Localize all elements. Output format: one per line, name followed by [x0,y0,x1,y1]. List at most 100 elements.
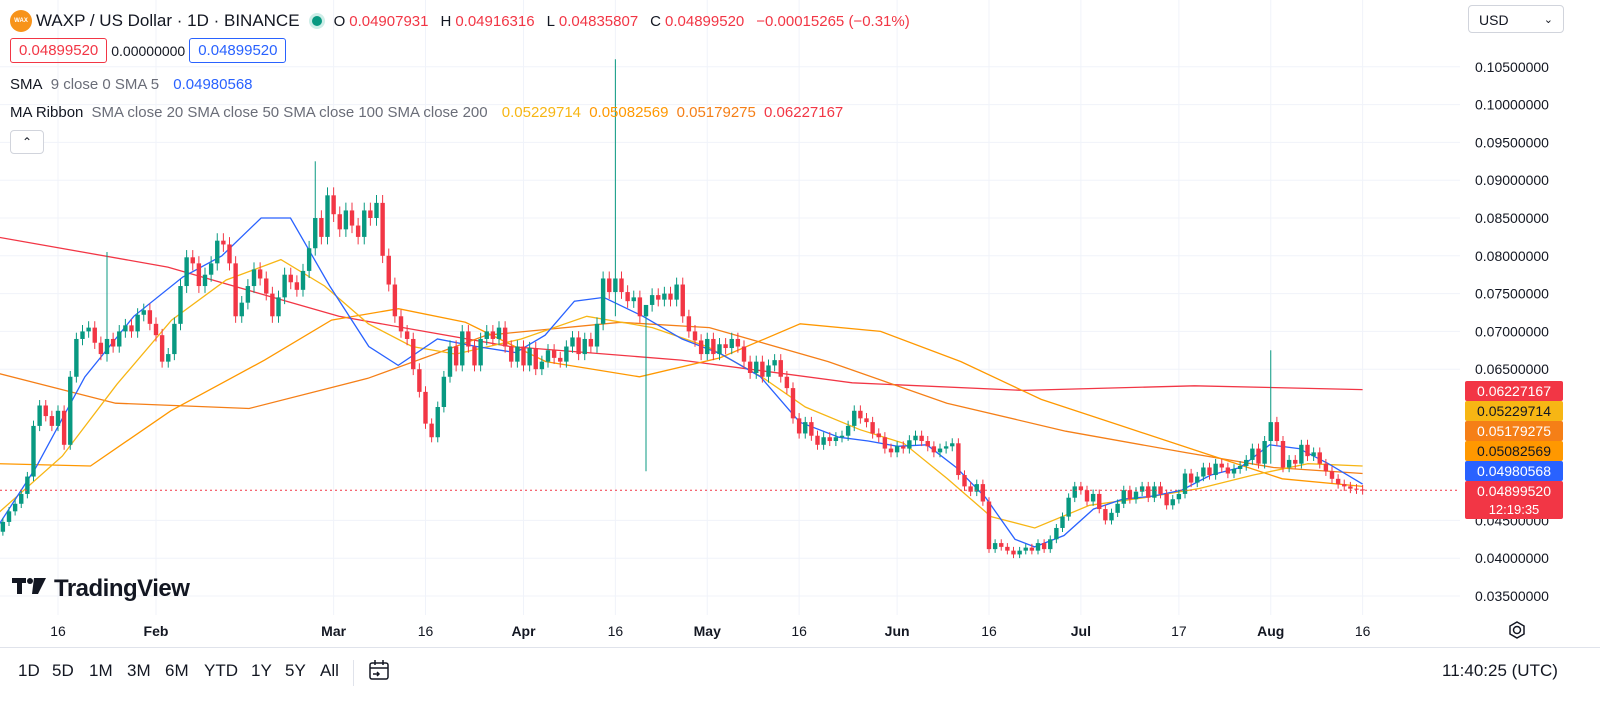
candle-body [692,331,698,341]
candle-body [1354,488,1359,490]
x-tick-label: 16 [608,623,624,639]
range-1y-button[interactable]: 1Y [251,661,272,680]
collapse-legend-button[interactable]: ⌃ [10,130,44,154]
candle-body [12,503,18,512]
candle-body [698,340,704,355]
candle-body [686,316,692,332]
candle-body [270,293,275,317]
candle-body [460,331,465,366]
candle-body [1048,539,1053,550]
candle-body [784,376,790,389]
spread-value: 0.00000000 [111,42,186,59]
candle-body [1317,452,1322,464]
y-tick-label: 0.07000000 [1475,323,1549,339]
ma-ribbon-legend[interactable]: MA Ribbon SMA close 20 SMA close 50 SMA … [10,104,847,121]
range-5y-button[interactable]: 5Y [285,661,306,680]
candle-body [1207,467,1212,476]
candle-body [858,410,863,419]
sell-price-button[interactable]: 0.04899520 [10,38,108,63]
range-ytd-button[interactable]: YTD [204,661,238,680]
candle-body [172,323,177,355]
candle-body [662,293,667,300]
range-3m-button[interactable]: 3M [127,661,151,680]
symbol-title[interactable]: WAXP / US Dollar · 1D · BINANCE [36,11,300,30]
calendar-goto-icon[interactable] [367,658,391,687]
candle-body [1342,484,1347,487]
candle-body [153,323,159,336]
candle-body [1201,467,1206,477]
range-6m-button[interactable]: 6M [165,661,189,680]
candle-body [80,331,85,339]
range-1d-button[interactable]: 1D [18,661,40,680]
candle-body [1176,493,1182,500]
sma9-line [0,217,1363,548]
moving-average-lines [0,217,1363,548]
open-value: 0.04907931 [349,12,429,30]
buy-price-button[interactable]: 0.04899520 [189,38,287,63]
ma50-line [0,308,1363,488]
market-status-icon[interactable] [311,16,322,26]
candle-body [110,338,116,347]
candle-body [1335,478,1341,485]
candle-body [6,511,12,522]
candle-body [870,422,875,434]
candle-body [117,331,122,347]
candle-body [1084,490,1090,502]
candle-body [398,316,404,332]
candle-body [19,493,24,504]
candle-body [594,323,600,347]
currency-select[interactable]: USD ⌄ [1468,5,1564,33]
candle-body [741,346,747,362]
candle-body [754,361,759,373]
currency-value: USD [1479,12,1509,28]
y-tick-label: 0.09500000 [1475,134,1549,150]
sma-value: 0.04980568 [173,76,253,93]
candle-body [515,346,520,362]
candle-body [521,346,526,366]
x-tick-label: Jul [1071,623,1091,639]
candle-body [215,240,220,264]
candle-body [1348,486,1353,489]
candle-body [796,418,802,434]
tradingview-logo[interactable]: TradingView [12,575,190,603]
candle-body [668,293,673,300]
x-tick-label: Apr [511,623,536,639]
chevron-down-icon: ⌄ [1543,14,1553,26]
candle-body [159,335,165,362]
y-tick-label: 0.08500000 [1475,210,1549,226]
candle-body [809,422,814,436]
candle-body [1170,499,1175,506]
candle-body [466,331,471,347]
gear-icon[interactable] [1507,620,1527,645]
candle-body [509,346,514,362]
candle-body [1237,465,1243,469]
candle-body [147,310,153,324]
candle-body [1103,509,1108,521]
y-tick-label: 0.03500000 [1475,588,1549,604]
range-all-button[interactable]: All [320,661,339,680]
candle-body [888,448,894,453]
sma-legend[interactable]: SMA 9 close 0 SMA 5 0.04980568 [10,76,257,93]
chevron-up-icon: ⌃ [21,135,33,149]
candle-body [349,210,355,226]
range-5d-button[interactable]: 5D [52,661,74,680]
candle-body [950,443,955,447]
x-tick-label: May [694,623,721,639]
candle-body [1115,503,1120,513]
candle-body [257,269,263,279]
time-axis[interactable]: 16 Feb Mar 16 Apr 16 May 16 Jun 16 Jul 17 Aug 16 [50,623,1370,639]
price-label-text: 0.04899520 [1477,483,1551,499]
candle-body [1231,468,1237,474]
candle-body [558,357,563,362]
candle-body [649,295,655,305]
price-label-bg [1465,401,1563,421]
y-tick-label: 0.10000000 [1475,97,1549,113]
candle-body [1286,459,1292,468]
range-1m-button[interactable]: 1M [89,661,113,680]
candle-body [49,416,55,426]
candle-body [1041,543,1047,550]
price-axis[interactable]: 0.035000000.040000000.045000000.06500000… [1475,59,1549,604]
tradingview-mark-icon [12,576,46,602]
timezone-clock[interactable]: 11:40:25 (UTC) [1442,661,1558,680]
